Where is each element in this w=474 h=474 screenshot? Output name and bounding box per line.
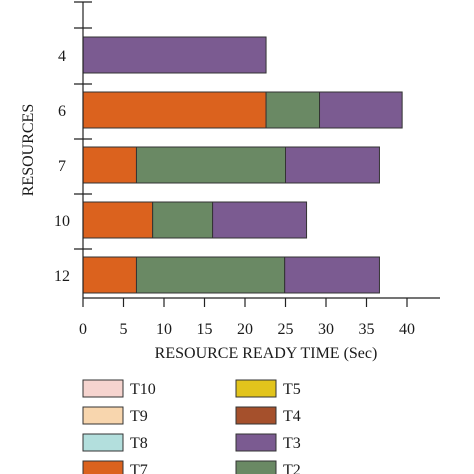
legend-swatch-t8 xyxy=(82,433,124,452)
bar-segment-t2-resource-10 xyxy=(152,201,214,239)
bar-segment-t7-resource-12 xyxy=(82,256,137,294)
legend-swatch-t3 xyxy=(235,433,277,452)
bar-segment-t7-resource-6 xyxy=(82,91,267,129)
x-tick-label: 25 xyxy=(278,321,294,338)
legend-label-t3: T3 xyxy=(283,435,301,452)
bar-segment-t3-resource-6 xyxy=(319,91,403,129)
bar-segment-t7-resource-7 xyxy=(82,146,137,184)
x-tick-label: 15 xyxy=(197,321,213,338)
legend-swatch-t10 xyxy=(82,379,124,398)
bar-segment-t3-resource-7 xyxy=(285,146,380,184)
legend-swatch-t5 xyxy=(235,379,277,398)
y-tick-label: 7 xyxy=(58,158,66,175)
bars-layer xyxy=(82,36,403,294)
x-tick-label: 40 xyxy=(399,321,415,338)
bar-segment-t2-resource-6 xyxy=(265,91,321,129)
legend-label-t7: T7 xyxy=(130,462,148,474)
y-axis-title: RESOURCES xyxy=(20,104,37,196)
y-tick-label: 12 xyxy=(54,268,70,285)
legend-swatch-t9 xyxy=(82,406,124,425)
legend-label-t4: T4 xyxy=(283,408,301,425)
legend-label-t10: T10 xyxy=(130,381,156,398)
legend-label-t2: T2 xyxy=(283,462,301,474)
y-tick-label: 6 xyxy=(58,103,66,120)
bar-segment-t7-resource-10 xyxy=(82,201,154,239)
legend-swatch-t7 xyxy=(82,460,124,474)
y-tick-label: 10 xyxy=(54,213,70,230)
x-tick-label: 30 xyxy=(318,321,334,338)
x-axis-title: RESOURCE READY TIME (Sec) xyxy=(155,345,378,362)
legend-label-t8: T8 xyxy=(130,435,148,452)
x-tick-label: 35 xyxy=(359,321,375,338)
x-tick-label: 5 xyxy=(120,321,128,338)
bar-segment-t3-resource-10 xyxy=(212,201,308,239)
legend-swatch-t2 xyxy=(235,460,277,474)
bar-segment-t3-resource-12 xyxy=(284,256,380,294)
x-tick-label: 0 xyxy=(79,321,87,338)
y-tick-label: 4 xyxy=(58,48,66,65)
legend-label-t9: T9 xyxy=(130,408,148,425)
axes-layer: 4 6 7 10 12 0 5 10 15 20 25 30 35 40 xyxy=(54,1,440,338)
bar-segment-t2-resource-7 xyxy=(135,146,286,184)
legend: T10 T9 T8 T7 T5 T4 T3 T2 xyxy=(82,379,301,474)
legend-swatch-t4 xyxy=(235,406,277,425)
x-tick-label: 10 xyxy=(156,321,172,338)
legend-label-t5: T5 xyxy=(283,381,301,398)
x-tick-label: 20 xyxy=(237,321,253,338)
bar-segment-t3-resource-4 xyxy=(82,36,267,74)
bar-segment-t2-resource-12 xyxy=(135,256,286,294)
